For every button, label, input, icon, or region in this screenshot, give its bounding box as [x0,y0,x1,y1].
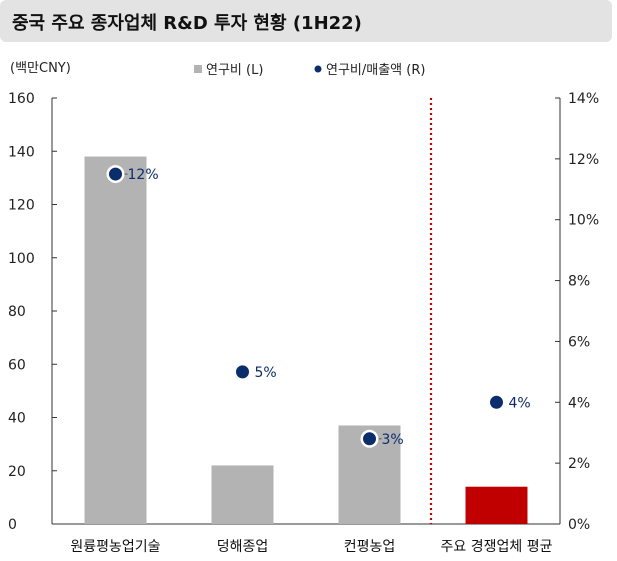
left-tick-label: 40 [8,411,26,427]
left-tick-label: 20 [8,464,26,480]
ratio-point [109,167,122,181]
right-tick-label: 2% [568,456,590,472]
axes: 0 20 40 60 80 100 120 140 160 0% 2% 4% 6% 8% 10% 12% 14% [8,91,599,533]
ratio-points: 12% 5% 3% 4% [106,165,531,448]
right-tick-label: 0% [568,517,590,533]
right-tick-label: 10% [568,213,599,229]
legend: 연구비 (L) 연구비/매출액 (R) [194,63,425,78]
left-tick-label: 160 [8,91,35,107]
right-tick-label: 8% [568,274,590,290]
legend-point-swatch [314,65,322,73]
left-tick-label: 0 [8,517,17,533]
bar [84,156,147,524]
x-tick-label: 주요 경쟁업체 평균 [441,539,553,555]
left-tick-label: 80 [8,304,26,320]
title-bar: 중국 주요 종자업체 R&D 투자 현황 (1H22) [0,0,612,42]
left-tick-label: 140 [8,144,35,160]
x-tick-label: 원륭평농업기술 [70,539,160,555]
bars [84,156,528,524]
right-tick-label: 14% [568,91,599,107]
x-tick-label: 컨평농업 [344,539,396,555]
chart-title: 중국 주요 종자업체 R&D 투자 현황 (1H22) [12,13,362,34]
legend-point-label: 연구비/매출액 (R) [326,63,425,78]
right-tick-label: 4% [568,395,590,411]
legend-bar-label: 연구비 (L) [206,63,263,78]
ratio-point [363,432,376,446]
right-tick-label: 12% [568,152,599,168]
ratio-data-label: 12% [128,167,159,183]
right-tick-label: 6% [568,334,590,350]
ratio-point [490,395,503,409]
bar [465,486,528,524]
legend-bar-swatch [194,65,202,73]
left-tick-label: 100 [8,251,35,267]
x-tick-label: 덩해종업 [217,539,269,555]
left-tick-label: 60 [8,357,26,373]
ratio-point [236,365,249,379]
bar [211,465,274,524]
ratio-data-label: 3% [382,432,404,448]
x-axis-labels: 원륭평농업기술 덩해종업 컨평농업 주요 경쟁업체 평균 [70,539,552,555]
ratio-data-label: 4% [509,395,531,411]
ratio-data-label: 5% [255,365,277,381]
left-tick-label: 120 [8,198,35,214]
y-axis-unit-label: (백만CNY) [10,61,71,76]
